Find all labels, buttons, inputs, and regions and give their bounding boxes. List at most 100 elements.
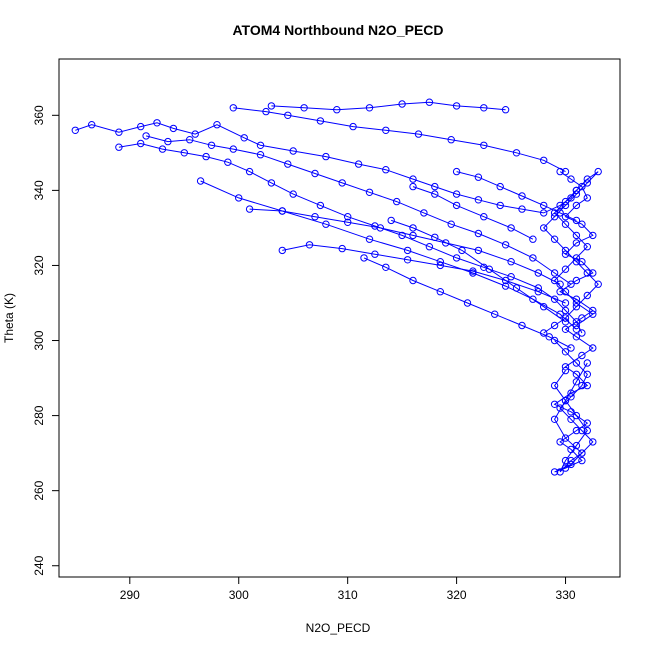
data-point — [496, 182, 504, 191]
data-point — [583, 370, 591, 378]
data-point — [196, 177, 205, 185]
data-point — [115, 128, 123, 136]
data-point — [414, 130, 423, 138]
y-tick-label: 360 — [32, 105, 46, 125]
data-point — [561, 314, 570, 322]
data-point — [572, 378, 581, 386]
series-line-3 — [145, 135, 572, 285]
data-point — [572, 359, 581, 367]
data-point — [583, 175, 591, 183]
data-point — [572, 231, 581, 240]
series-line-8 — [282, 244, 566, 304]
data-point — [550, 295, 559, 303]
data-point — [561, 325, 570, 333]
data-point — [142, 132, 150, 140]
data-point — [512, 149, 521, 157]
data-point — [354, 160, 363, 168]
data-point — [382, 166, 390, 174]
data-point — [491, 310, 499, 318]
data-point — [550, 336, 559, 345]
data-point — [409, 231, 417, 240]
x-tick-label: 310 — [338, 588, 358, 602]
data-point — [425, 98, 434, 106]
data-point — [540, 156, 548, 165]
data-point — [229, 104, 238, 112]
data-point — [409, 276, 417, 285]
x-axis-label: N2O_PECD — [306, 621, 371, 635]
data-point — [501, 282, 510, 290]
series-line-10 — [391, 219, 566, 323]
data-point — [550, 468, 559, 476]
data-point — [578, 258, 586, 266]
data-point — [245, 167, 254, 176]
data-point — [540, 201, 548, 210]
data-point — [550, 209, 559, 217]
data-point — [245, 205, 254, 213]
data-point — [458, 246, 466, 255]
data-point — [300, 104, 308, 112]
data-point — [447, 220, 455, 228]
data-point — [436, 288, 444, 296]
data-point — [262, 107, 270, 116]
data-point — [572, 441, 581, 450]
data-point — [589, 269, 597, 277]
data-point — [393, 197, 401, 206]
data-point — [540, 224, 548, 232]
data-point — [501, 106, 510, 114]
data-point — [137, 122, 145, 131]
data-point — [180, 149, 189, 157]
data-point — [207, 141, 216, 150]
data-point — [561, 299, 570, 307]
data-point — [425, 243, 434, 251]
data-point — [235, 194, 243, 202]
data-point — [534, 269, 542, 277]
x-tick-label: 330 — [556, 588, 576, 602]
data-point — [382, 126, 390, 135]
data-point — [567, 344, 575, 352]
data-point — [289, 147, 297, 155]
data-point — [572, 276, 581, 285]
data-point — [420, 209, 428, 217]
data-point — [561, 213, 570, 221]
data-point — [360, 254, 368, 262]
data-point — [191, 130, 199, 138]
series-line-6 — [271, 101, 506, 111]
data-point — [305, 241, 314, 249]
data-point — [371, 250, 379, 258]
data-point — [507, 273, 515, 281]
data-point — [164, 137, 172, 146]
data-point — [583, 426, 591, 435]
series-line-2 — [118, 142, 583, 334]
y-tick-label: 240 — [32, 555, 46, 575]
data-point — [550, 235, 559, 243]
data-point — [583, 243, 591, 251]
data-point — [589, 344, 597, 352]
data-point — [452, 167, 461, 176]
data-point — [442, 239, 450, 247]
data-point — [578, 449, 586, 457]
data-point — [567, 175, 575, 183]
data-point — [338, 179, 346, 187]
data-point — [561, 363, 570, 371]
data-point — [529, 235, 537, 243]
x-tick-label: 290 — [120, 588, 140, 602]
data-point — [572, 254, 581, 262]
data-point — [550, 213, 559, 221]
data-point — [550, 276, 559, 285]
data-point — [583, 419, 591, 427]
data-point — [572, 258, 581, 266]
data-point — [186, 136, 194, 144]
data-point — [572, 303, 581, 311]
data-point — [431, 182, 439, 191]
y-tick-label: 280 — [32, 405, 46, 425]
data-point — [572, 321, 581, 330]
data-point — [572, 411, 581, 420]
data-point — [322, 220, 330, 228]
data-point — [567, 280, 575, 288]
series-line-13 — [553, 171, 594, 473]
data-point — [485, 265, 493, 273]
data-point — [240, 134, 248, 142]
data-point — [561, 197, 570, 206]
data-point — [561, 220, 570, 228]
